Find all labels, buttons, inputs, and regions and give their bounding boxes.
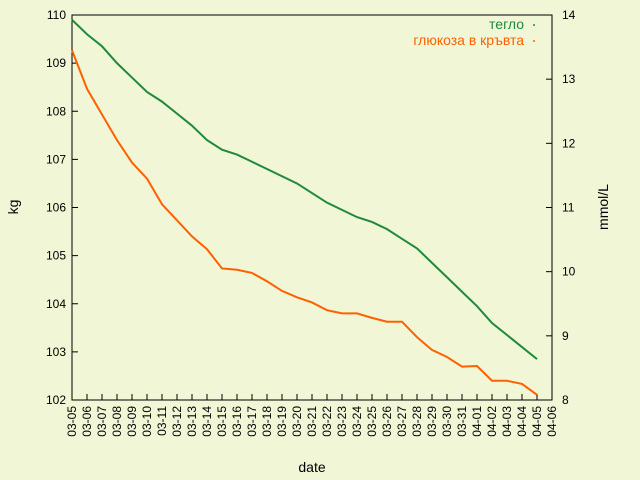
- x-tick-label: 03-24: [350, 406, 364, 437]
- x-tick-label: 03-10: [140, 406, 154, 437]
- x-tick-label: 03-21: [305, 406, 319, 437]
- y-axis-label: kg: [5, 200, 21, 215]
- y2-tick-label: 13: [562, 72, 576, 86]
- y-tick-label: 102: [46, 393, 66, 407]
- plot-frame: [71, 14, 553, 401]
- x-tick-label: 04-03: [500, 406, 514, 437]
- x-tick-label: 03-12: [170, 406, 184, 437]
- y2-tick-label: 11: [562, 201, 575, 215]
- y-tick-label: 105: [46, 249, 66, 263]
- x-tick-label: 04-01: [470, 406, 484, 437]
- x-tick-label: 03-20: [290, 406, 304, 437]
- y-tick-label: 106: [46, 201, 66, 215]
- x-tick-label: 03-05: [65, 406, 79, 437]
- x-tick-label: 03-26: [380, 406, 394, 437]
- y-tick-label: 109: [46, 56, 66, 70]
- x-tick-label: 03-08: [110, 406, 124, 437]
- y-tick-label: 103: [46, 345, 66, 359]
- y-tick-label: 104: [46, 297, 66, 311]
- x-tick-label: 03-25: [365, 406, 379, 437]
- x-tick-label: 03-30: [440, 406, 454, 437]
- line-series: [71, 49, 538, 396]
- x-tick-label: 03-15: [215, 406, 229, 437]
- x-tick-label: 03-28: [410, 406, 424, 437]
- legend-label: тегло: [489, 16, 524, 32]
- x-tick-label: 03-31: [455, 406, 469, 437]
- x-tick-label: 03-14: [200, 406, 214, 437]
- x-tick-label: 03-19: [275, 406, 289, 437]
- x-axis-label: date: [298, 459, 325, 475]
- x-tick-label: 03-22: [320, 406, 334, 437]
- x-tick-label: 03-17: [245, 406, 259, 437]
- x-tick-label: 03-11: [155, 406, 169, 436]
- legend-label: глюкоза в кръвта: [413, 32, 524, 48]
- y2-tick-label: 8: [562, 393, 569, 407]
- x-tick-label: 03-27: [395, 406, 409, 437]
- y2-tick-label: 10: [562, 265, 576, 279]
- x-tick-label: 04-02: [485, 406, 499, 437]
- y2-axis-label: mmol/L: [595, 184, 611, 230]
- x-tick-label: 04-06: [545, 406, 559, 437]
- x-tick-label: 03-06: [80, 406, 94, 437]
- y-tick-label: 107: [46, 152, 66, 166]
- x-tick-label: 03-16: [230, 406, 244, 437]
- x-tick-label: 03-18: [260, 406, 274, 437]
- x-tick-label: 04-04: [515, 406, 529, 437]
- x-tick-label: 03-09: [125, 406, 139, 437]
- y2-tick-label: 9: [562, 329, 569, 343]
- y-tick-label: 108: [46, 104, 66, 118]
- x-tick-label: 03-23: [335, 406, 349, 437]
- line-series: [71, 19, 538, 360]
- y2-tick-label: 12: [562, 136, 576, 150]
- x-tick-label: 03-07: [95, 406, 109, 437]
- y2-tick-label: 14: [562, 8, 576, 22]
- x-tick-label: 03-13: [185, 406, 199, 437]
- y-tick-label: 110: [47, 8, 66, 22]
- x-tick-label: 03-29: [425, 406, 439, 437]
- x-tick-label: 04-05: [530, 406, 544, 437]
